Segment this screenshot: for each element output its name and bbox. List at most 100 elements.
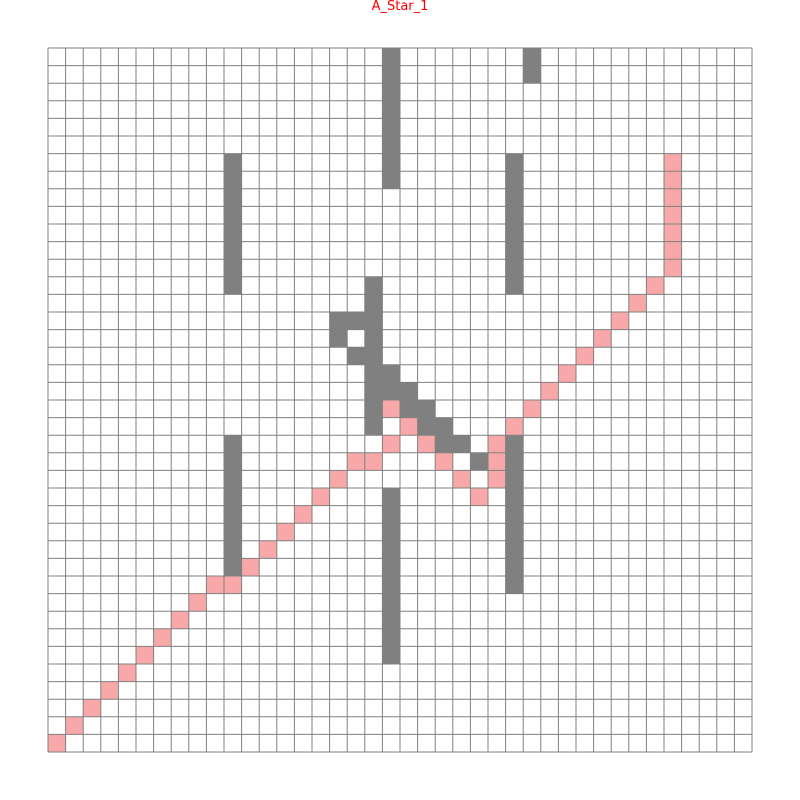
wall-cell xyxy=(505,523,524,541)
wall-cell xyxy=(382,628,400,647)
wall-cell xyxy=(435,435,453,453)
wall-cell xyxy=(435,417,453,436)
path-cell xyxy=(664,188,682,207)
path-cell xyxy=(540,382,559,400)
path-cell xyxy=(488,470,506,488)
wall-cell xyxy=(224,488,242,506)
wall-cell xyxy=(224,470,242,488)
path-cell xyxy=(382,400,400,418)
wall-cell xyxy=(505,206,524,224)
wall-cell xyxy=(505,558,524,576)
wall-cell xyxy=(505,153,524,172)
path-cell xyxy=(276,523,295,541)
wall-cell xyxy=(505,452,524,471)
wall-cell xyxy=(382,136,400,154)
wall-cell xyxy=(382,118,400,136)
wall-cell xyxy=(382,83,400,101)
wall-cell xyxy=(382,364,400,383)
wall-cell xyxy=(400,400,418,418)
path-cell xyxy=(505,417,524,436)
wall-cell xyxy=(224,241,242,260)
path-cell xyxy=(664,241,682,260)
path-cell xyxy=(188,593,207,612)
path-cell xyxy=(470,488,488,506)
path-cell xyxy=(329,470,348,488)
path-cell xyxy=(628,294,647,312)
wall-cell xyxy=(523,48,541,66)
path-cell xyxy=(452,470,471,488)
wall-cell xyxy=(224,523,242,541)
wall-cell xyxy=(382,646,400,664)
path-cell xyxy=(664,171,682,189)
path-cell xyxy=(364,452,383,471)
path-cell xyxy=(224,576,242,594)
wall-cell xyxy=(382,488,400,506)
wall-cell xyxy=(224,505,242,524)
path-cell xyxy=(417,435,436,453)
wall-cell xyxy=(364,312,383,330)
path-cell xyxy=(523,400,541,418)
wall-cell xyxy=(382,65,400,84)
path-cell xyxy=(488,435,506,453)
wall-cell xyxy=(382,382,400,400)
wall-cell xyxy=(224,540,242,559)
cells-layer xyxy=(48,48,682,752)
path-cell xyxy=(611,312,629,330)
path-cell xyxy=(347,452,365,471)
wall-cell xyxy=(417,417,436,436)
wall-cell xyxy=(347,312,365,330)
path-cell xyxy=(171,611,189,629)
path-cell xyxy=(65,716,84,735)
path-cell xyxy=(664,224,682,242)
wall-cell xyxy=(505,224,524,242)
path-cell xyxy=(400,417,418,436)
wall-cell xyxy=(224,224,242,242)
path-cell xyxy=(136,646,154,664)
wall-cell xyxy=(505,241,524,260)
path-cell xyxy=(206,576,224,594)
wall-cell xyxy=(382,505,400,524)
path-cell xyxy=(259,540,277,559)
wall-cell xyxy=(347,347,365,365)
wall-cell xyxy=(364,294,383,312)
path-cell xyxy=(241,558,260,576)
wall-cell xyxy=(224,435,242,453)
path-cell xyxy=(48,734,66,752)
path-cell xyxy=(382,435,400,453)
wall-cell xyxy=(382,593,400,612)
wall-cell xyxy=(382,48,400,66)
wall-cell xyxy=(505,505,524,524)
path-cell xyxy=(435,452,453,471)
path-cell xyxy=(664,206,682,224)
wall-cell xyxy=(470,452,488,471)
wall-cell xyxy=(417,400,436,418)
wall-cell xyxy=(224,206,242,224)
wall-cell xyxy=(364,364,383,383)
path-cell xyxy=(593,329,612,348)
wall-cell xyxy=(382,558,400,576)
path-cell xyxy=(153,628,172,647)
wall-cell xyxy=(364,276,383,295)
wall-cell xyxy=(224,259,242,277)
path-cell xyxy=(488,452,506,471)
wall-cell xyxy=(505,576,524,594)
wall-cell xyxy=(224,171,242,189)
path-cell xyxy=(294,505,312,524)
path-cell xyxy=(646,276,664,295)
path-cell xyxy=(664,259,682,277)
path-cell xyxy=(312,488,330,506)
wall-cell xyxy=(382,523,400,541)
wall-cell xyxy=(364,347,383,365)
wall-cell xyxy=(224,452,242,471)
page-title: A_Star_1 xyxy=(371,0,429,14)
wall-cell xyxy=(452,435,471,453)
wall-cell xyxy=(382,171,400,189)
wall-cell xyxy=(505,276,524,295)
wall-cell xyxy=(364,382,383,400)
grid-lines xyxy=(47,47,753,753)
path-cell xyxy=(100,681,119,700)
path-cell xyxy=(558,364,576,383)
wall-cell xyxy=(364,329,383,348)
wall-cell xyxy=(329,329,348,348)
wall-cell xyxy=(505,259,524,277)
